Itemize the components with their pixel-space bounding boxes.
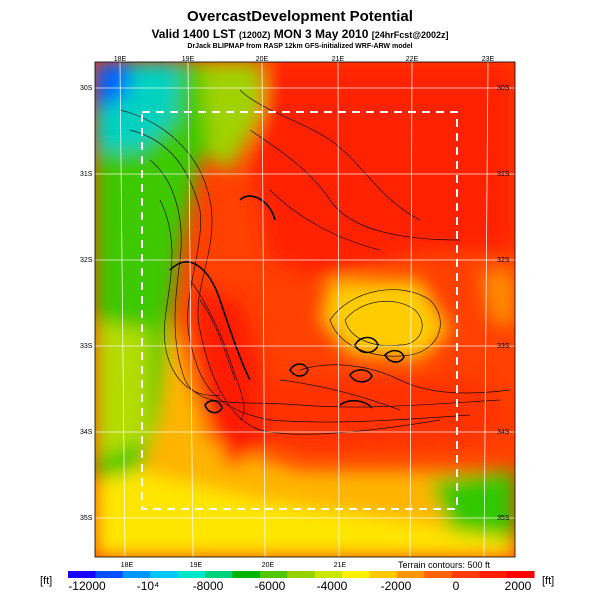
lat-labels-left: 30S 31S 32S 33S 34S 35S <box>80 85 93 522</box>
colorbar-tick-label: -8000 <box>193 579 224 593</box>
colorbar-unit-left: [ft] <box>40 575 52 587</box>
colorbar-swatch <box>150 571 179 578</box>
lat-label-left: 35S <box>80 515 93 522</box>
lon-labels-bottom: 18E 19E 20E 21E <box>121 562 347 569</box>
colorbar-tick-label: -10⁴ <box>137 579 160 593</box>
colorbar-tick-label: -2000 <box>381 579 412 593</box>
forecast-info: [24hrFcst@2002z] <box>371 30 449 40</box>
colorbar-unit-right: [ft] <box>542 575 554 587</box>
colorbar-swatch <box>287 571 316 578</box>
terrain-contour-note: Terrain contours: 500 ft <box>398 560 491 570</box>
lat-label-left: 33S <box>80 343 93 350</box>
valid-date: MON 3 May 2010 <box>273 27 369 41</box>
lon-label-top: 22E <box>406 56 419 63</box>
focus-window-box <box>141 111 458 510</box>
model-credit: DrJack BLIPMAP from RASP 12km GFS-initia… <box>187 43 413 50</box>
lon-label-bottom: 18E <box>121 562 134 569</box>
lat-label-right: 31S <box>497 171 510 178</box>
colorbar-tick-label: -12000 <box>68 579 106 593</box>
lon-label-top: 18E <box>114 56 127 63</box>
valid-time-utc: (1200Z) <box>238 30 271 40</box>
colorbar-swatch <box>259 571 288 578</box>
lon-label-bottom: 21E <box>334 562 347 569</box>
lat-label-left: 31S <box>80 171 93 178</box>
colorbar-swatch <box>342 571 371 578</box>
colorbar-swatch <box>95 571 124 578</box>
map-title: OvercastDevelopment Potential <box>187 8 413 25</box>
colorbar-swatch <box>122 571 151 578</box>
colorbar-swatch <box>314 571 343 578</box>
colorbar-tick-label: 0 <box>453 579 460 593</box>
lon-label-bottom: 20E <box>262 562 275 569</box>
lon-label-top: 19E <box>182 56 195 63</box>
overcast-zero-contour <box>169 195 405 414</box>
lon-label-top: 21E <box>332 56 345 63</box>
lon-label-top: 23E <box>482 56 495 63</box>
lat-label-left: 30S <box>80 85 93 92</box>
colorbar-swatch <box>451 571 480 578</box>
colorbar <box>68 571 535 578</box>
lon-label-bottom: 19E <box>190 562 203 569</box>
colorbar-tick-label: -6000 <box>255 579 286 593</box>
colorbar-tick-label: -4000 <box>317 579 348 593</box>
lon-label-top: 20E <box>256 56 269 63</box>
lat-label-right: 32S <box>497 257 510 264</box>
colorbar-swatch <box>68 571 96 578</box>
field-layer <box>95 62 515 557</box>
graticule <box>95 62 515 557</box>
plot-frame <box>94 61 516 558</box>
lon-labels-top: 18E 19E 20E 21E 22E 23E <box>114 56 495 63</box>
colorbar-swatch <box>232 571 261 578</box>
colorbar-tick-labels: -12000 -10⁴ -8000 -6000 -4000 -2000 0 2000 <box>68 579 531 593</box>
colorbar-swatch <box>396 571 425 578</box>
lat-label-right: 35S <box>497 515 510 522</box>
map-subtitle: Valid 1400 LST (1200Z) MON 3 May 2010 [2… <box>0 27 600 41</box>
colorbar-swatch <box>424 571 453 578</box>
colorbar-swatch <box>205 571 233 578</box>
colorbar-tick-label: 2000 <box>505 579 532 593</box>
lat-label-right: 33S <box>497 343 510 350</box>
lat-label-right: 34S <box>497 429 510 436</box>
lat-labels-right: 30S 31S 32S 33S 34S 35S <box>497 85 510 522</box>
valid-time: Valid 1400 LST <box>151 27 236 41</box>
lat-label-right: 30S <box>497 85 510 92</box>
lat-label-left: 34S <box>80 429 93 436</box>
colorbar-swatch <box>506 571 535 578</box>
colorbar-swatch <box>369 571 398 578</box>
colorbar-swatch <box>177 571 206 578</box>
lat-label-left: 32S <box>80 257 93 264</box>
colorbar-swatch <box>479 571 508 578</box>
